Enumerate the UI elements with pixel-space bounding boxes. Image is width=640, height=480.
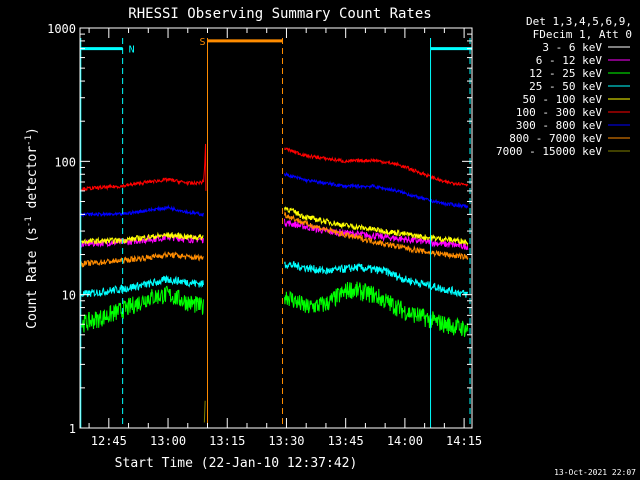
x-tick-label: 13:00 <box>150 434 186 448</box>
legend-item-label: 50 - 100 keV <box>523 93 603 106</box>
footer-timestamp: 13-Oct-2021 22:07 <box>554 468 636 477</box>
y-axis-label: Count Rate (s-1 detector-1) <box>24 127 40 329</box>
x-tick-label: 12:45 <box>91 434 127 448</box>
series-line <box>80 285 204 333</box>
x-tick-label: 13:45 <box>328 434 364 448</box>
y-tick-label: 100 <box>54 155 76 169</box>
legend-item-label: 100 - 300 keV <box>516 106 602 119</box>
legend-item-label: 300 - 800 keV <box>516 119 602 132</box>
olive-spike <box>203 400 206 423</box>
legend-header-1: Det 1,3,4,5,6,9, <box>526 15 632 28</box>
series-line <box>284 171 469 210</box>
series-line <box>80 232 204 248</box>
series-line <box>80 250 204 271</box>
flag-label: N <box>129 45 135 56</box>
series-line <box>284 206 469 247</box>
legend-item-label: 800 - 7000 keV <box>509 132 602 145</box>
series-line <box>80 250 204 268</box>
y-tick-label: 1 <box>69 422 76 436</box>
legend-item-label: 3 - 6 keV <box>542 41 602 54</box>
flag-label: S <box>200 37 206 48</box>
legend-item-label: 6 - 12 keV <box>536 54 603 67</box>
series-line <box>81 231 204 245</box>
x-axis-label: Start Time (22-Jan-10 12:37:42) <box>115 456 358 471</box>
legend-header-2: FDecim 1, Att 0 <box>533 28 632 41</box>
chart-title: RHESSI Observing Summary Count Rates <box>128 6 431 22</box>
series-line <box>80 177 204 192</box>
series-line <box>284 146 469 187</box>
legend-item-label: 25 - 50 keV <box>529 80 602 93</box>
plot-frame <box>79 27 473 429</box>
series-line <box>80 204 204 218</box>
series-line <box>284 281 469 337</box>
plot-lines <box>80 143 469 423</box>
legend: Det 1,3,4,5,6,9, FDecim 1, Att 0 3 - 6 k… <box>496 15 632 158</box>
x-tick-label: 14:15 <box>446 434 482 448</box>
red-spike <box>203 143 207 191</box>
y-ticks: 1 10 100 1000 <box>47 22 472 436</box>
x-tick-label: 13:30 <box>268 434 304 448</box>
x-tick-label: 14:00 <box>387 434 423 448</box>
series-line <box>284 261 469 298</box>
y-tick-label: 1000 <box>47 22 76 36</box>
axes <box>79 27 473 429</box>
x-tick-label: 13:15 <box>209 434 245 448</box>
series-line <box>284 211 469 260</box>
x-ticks: 12:45 13:00 13:15 13:30 13:45 14:00 14:15 <box>88 28 482 448</box>
series-line <box>80 274 204 298</box>
flag-bars: NS <box>80 37 472 428</box>
y-tick-label: 10 <box>62 289 76 303</box>
legend-item-label: 7000 - 15000 keV <box>496 145 602 158</box>
legend-item-label: 12 - 25 keV <box>529 67 602 80</box>
